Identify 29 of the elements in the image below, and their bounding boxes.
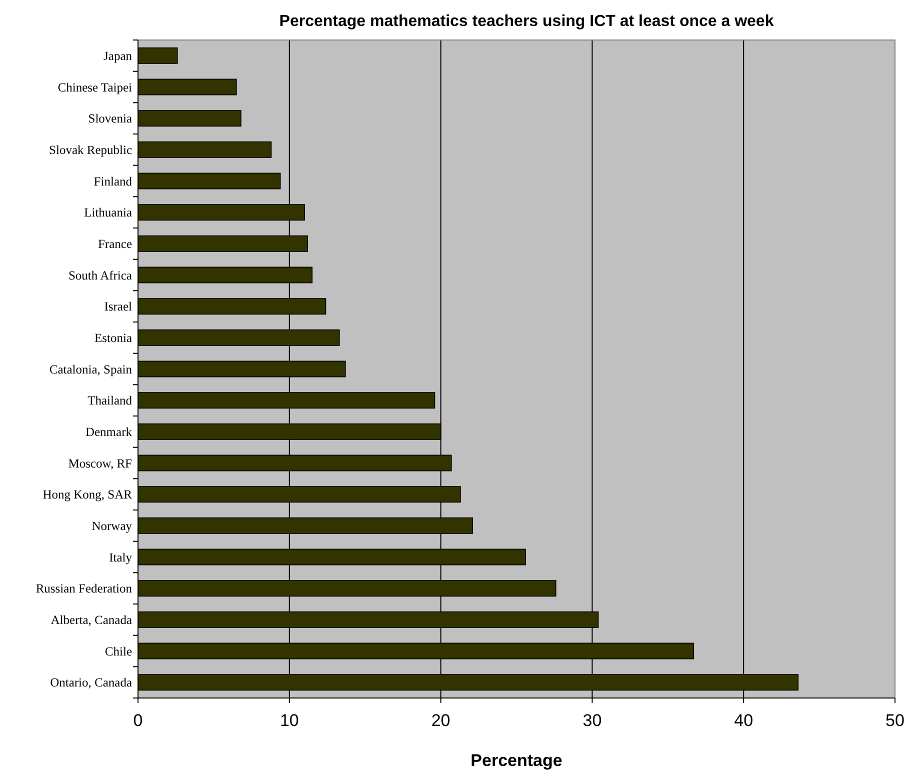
y-tick-label: Lithuania — [84, 206, 132, 220]
x-tick-label: 40 — [734, 711, 754, 730]
x-tick-label: 30 — [582, 711, 602, 730]
y-tick-label: Norway — [92, 519, 133, 534]
x-axis-title: Percentage — [470, 751, 562, 770]
y-tick-label: Estonia — [94, 331, 132, 346]
y-tick-label: Moscow, RF — [68, 456, 132, 470]
y-tick-label: Catalonia, Spain — [49, 362, 133, 376]
y-tick-label: Denmark — [85, 425, 133, 440]
y-tick-label: Russian Federation — [36, 582, 133, 596]
y-tick-label: Slovenia — [88, 112, 132, 126]
y-tick-label: Slovak Republic — [49, 143, 132, 158]
y-tick-label: Chinese Taipei — [58, 80, 133, 94]
x-tick-label: 20 — [431, 711, 450, 730]
y-tick-label: Japan — [104, 49, 133, 64]
x-tick-label: 0 — [133, 711, 143, 730]
y-tick-label: France — [98, 237, 132, 252]
y-tick-label: Thailand — [88, 394, 133, 408]
x-tick-label: 50 — [886, 711, 904, 730]
y-tick-label: Italy — [109, 550, 133, 564]
y-tick-label: South Africa — [68, 268, 132, 282]
chart-title: Percentage mathematics teachers using ICT at least once a week — [279, 13, 774, 30]
y-tick-label: Alberta, Canada — [50, 613, 132, 628]
y-tick-label: Chile — [104, 644, 132, 658]
y-tick-label: Ontario, Canada — [50, 676, 132, 690]
y-tick-label: Israel — [104, 300, 133, 314]
y-tick-label: Hong Kong, SAR — [42, 488, 133, 502]
x-tick-label: 10 — [280, 711, 299, 730]
y-tick-label: Finland — [94, 174, 133, 188]
